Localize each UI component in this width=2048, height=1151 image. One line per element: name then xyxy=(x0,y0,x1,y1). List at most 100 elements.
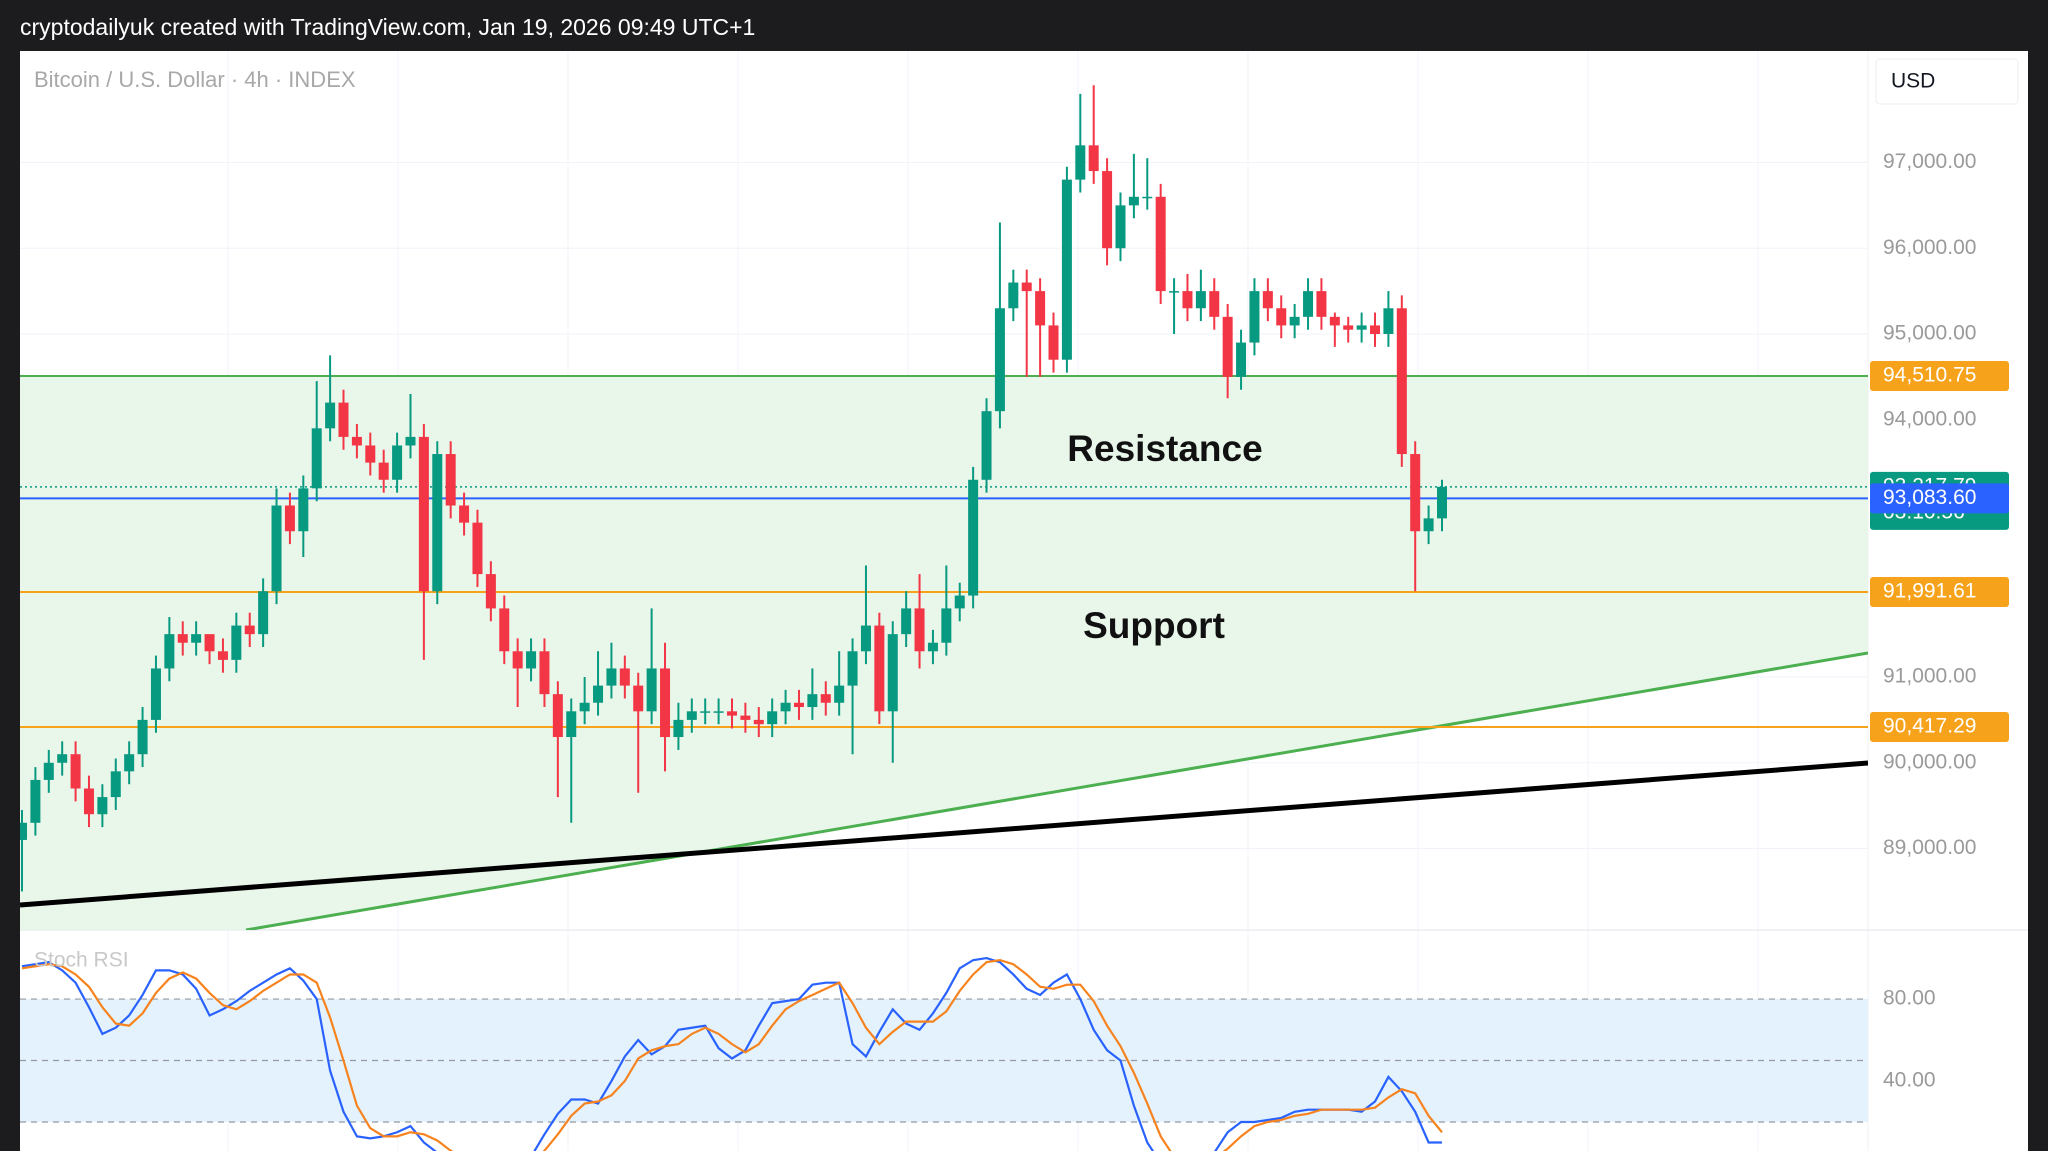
candle-body xyxy=(1182,291,1193,309)
candle-body xyxy=(472,522,483,575)
resistance-zone xyxy=(20,375,1868,930)
oscillator-title: Stoch RSI xyxy=(34,949,129,972)
candle-body xyxy=(874,625,885,712)
candle-body xyxy=(941,608,952,643)
price-axis: 97,000.00 96,000.00 95,000.00 94,000.00 91,0… xyxy=(1870,150,2009,1092)
candle-body xyxy=(927,642,938,652)
candle-body xyxy=(539,651,550,695)
candle-body xyxy=(217,651,228,660)
y-tick-label: 97,000.00 xyxy=(1883,150,1976,173)
candle-body xyxy=(700,711,711,713)
candle-body xyxy=(860,625,871,652)
candle-body xyxy=(137,719,148,755)
candle-body xyxy=(660,668,671,738)
candle-body xyxy=(244,625,255,635)
candle-body xyxy=(1410,454,1421,532)
candle-body xyxy=(43,762,54,780)
oscillator-pane xyxy=(20,956,1868,1151)
y-tick-label: 91,000.00 xyxy=(1883,665,1976,688)
candle-body xyxy=(673,719,684,738)
candle-body xyxy=(994,308,1005,412)
y-tick-label: 80.00 xyxy=(1883,987,1936,1010)
candle-body xyxy=(954,595,965,609)
candle-body xyxy=(1115,205,1126,249)
candle-body xyxy=(231,625,242,660)
candle-body xyxy=(432,454,443,592)
candle-body xyxy=(1249,291,1260,343)
candle-body xyxy=(1048,325,1059,360)
candle-body xyxy=(847,651,858,686)
trend-line xyxy=(20,760,1868,908)
candle-body xyxy=(459,505,470,523)
candle-body xyxy=(1088,145,1099,172)
candle-body xyxy=(526,651,537,669)
candle-body xyxy=(1035,291,1046,326)
y-tick-label: 90,000.00 xyxy=(1883,750,1976,773)
candle-body xyxy=(485,574,496,609)
candle-body xyxy=(619,668,630,686)
candle-body xyxy=(834,685,845,703)
candle-body xyxy=(579,702,590,712)
candle-body xyxy=(713,711,724,713)
candle-body xyxy=(753,719,764,725)
y-tick-label: 96,000.00 xyxy=(1883,236,1976,259)
currency: USD xyxy=(1891,70,1935,93)
candle-body xyxy=(70,754,81,789)
candle-body xyxy=(378,462,389,480)
candle-body xyxy=(1195,291,1206,309)
candle-body xyxy=(686,711,697,720)
candle-body xyxy=(298,488,309,532)
candle-body xyxy=(566,711,577,738)
annotation: Resistance xyxy=(1067,428,1262,469)
price-tag xyxy=(1870,576,2009,607)
candle-body xyxy=(445,454,456,506)
price-tag-label: 90,417.29 xyxy=(1883,715,1976,738)
price-tag-label: 94,510.75 xyxy=(1883,363,1976,386)
price-pane xyxy=(20,85,1868,930)
candle-body xyxy=(1102,171,1113,249)
candle-body xyxy=(780,702,791,712)
stoch-line xyxy=(21,958,1443,1151)
candle-body xyxy=(1316,291,1327,317)
candle-body xyxy=(727,711,737,716)
candle-body xyxy=(968,479,979,596)
candle-body xyxy=(807,694,818,708)
candle-body xyxy=(552,694,563,738)
y-tick-label: 89,000.00 xyxy=(1883,836,1976,859)
candle-body xyxy=(325,402,336,429)
candle-body xyxy=(418,436,429,592)
candle-body xyxy=(1289,316,1300,326)
candle-body xyxy=(981,411,992,480)
candle-body xyxy=(1209,291,1220,317)
candle-body xyxy=(191,634,202,643)
candle-body xyxy=(1222,316,1233,377)
candle-body xyxy=(1169,291,1180,293)
candle-body xyxy=(150,668,161,720)
candle-body xyxy=(1155,196,1166,292)
candle-body xyxy=(1356,325,1367,330)
candle-body xyxy=(405,436,416,446)
candle-body xyxy=(110,771,121,798)
candle-body xyxy=(633,685,644,712)
candle-body xyxy=(887,634,898,712)
candle-body xyxy=(1008,282,1019,309)
candle-body xyxy=(177,634,188,643)
candle-body xyxy=(1343,325,1354,330)
candle-body xyxy=(57,754,68,763)
price-tag-label: 91,991.61 xyxy=(1883,580,1976,603)
candle-body xyxy=(1262,291,1273,309)
candle-body xyxy=(351,436,362,446)
candle-body xyxy=(1021,282,1032,292)
candle-body xyxy=(1396,308,1407,455)
y-tick-label: 94,000.00 xyxy=(1883,407,1976,430)
candle-body xyxy=(820,694,831,703)
candle-body xyxy=(258,591,269,635)
annotation: Support xyxy=(1083,605,1225,646)
candle-body xyxy=(1128,196,1139,206)
candle-body xyxy=(204,634,215,652)
candle-body xyxy=(1383,308,1394,334)
instrument-title: Bitcoin / U.S. Dollar · 4h · INDEX xyxy=(34,67,356,92)
candle-body xyxy=(1276,308,1287,326)
candle-body xyxy=(365,445,376,463)
